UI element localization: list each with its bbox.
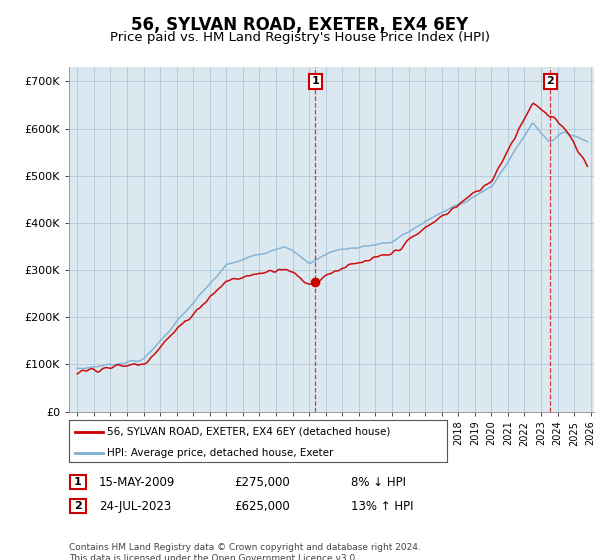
- Text: 56, SYLVAN ROAD, EXETER, EX4 6EY (detached house): 56, SYLVAN ROAD, EXETER, EX4 6EY (detach…: [107, 427, 390, 437]
- Text: HPI: Average price, detached house, Exeter: HPI: Average price, detached house, Exet…: [107, 448, 333, 458]
- Text: 15-MAY-2009: 15-MAY-2009: [99, 475, 175, 489]
- Text: 13% ↑ HPI: 13% ↑ HPI: [351, 500, 413, 513]
- Text: 24-JUL-2023: 24-JUL-2023: [99, 500, 171, 513]
- Text: 2: 2: [547, 76, 554, 86]
- Text: 56, SYLVAN ROAD, EXETER, EX4 6EY: 56, SYLVAN ROAD, EXETER, EX4 6EY: [131, 16, 469, 34]
- Text: 8% ↓ HPI: 8% ↓ HPI: [351, 475, 406, 489]
- Text: 1: 1: [74, 477, 82, 487]
- Text: Price paid vs. HM Land Registry's House Price Index (HPI): Price paid vs. HM Land Registry's House …: [110, 31, 490, 44]
- Text: 1: 1: [311, 76, 319, 86]
- Text: Contains HM Land Registry data © Crown copyright and database right 2024.
This d: Contains HM Land Registry data © Crown c…: [69, 543, 421, 560]
- Text: £625,000: £625,000: [234, 500, 290, 513]
- Text: £275,000: £275,000: [234, 475, 290, 489]
- Text: 2: 2: [74, 501, 82, 511]
